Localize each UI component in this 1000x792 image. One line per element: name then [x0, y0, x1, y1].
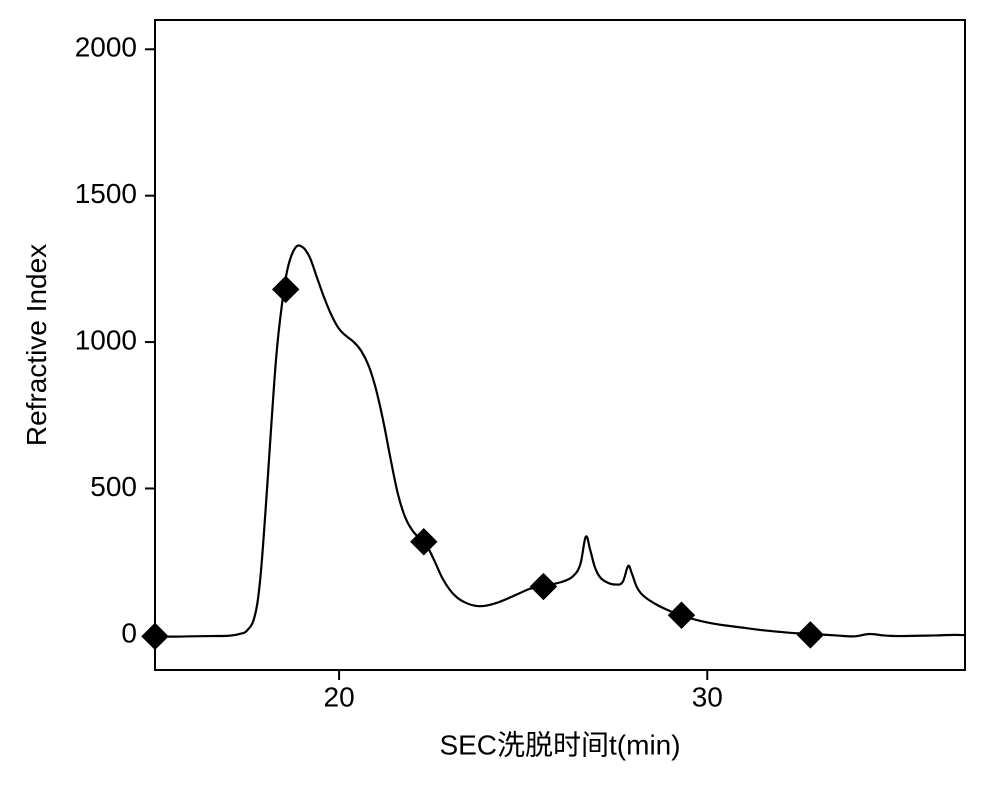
sec-chromatogram-chart: 0 500 1000 1500 2000 20 30 SEC洗脱时间t(min) Refract… [0, 0, 1000, 792]
chart-background [0, 0, 1000, 792]
x-tick-label: 30 [692, 682, 723, 713]
y-tick-label: 1000 [75, 324, 137, 355]
y-tick-label: 0 [121, 617, 137, 648]
y-tick-label: 2000 [75, 32, 137, 63]
chart-container: 0 500 1000 1500 2000 20 30 SEC洗脱时间t(min) Refract… [0, 0, 1000, 792]
y-tick-label: 1500 [75, 178, 137, 209]
x-tick-label: 20 [324, 682, 355, 713]
y-tick-label: 500 [90, 471, 137, 502]
y-axis-label: Refractive Index [21, 244, 52, 446]
x-axis-label: SEC洗脱时间t(min) [439, 730, 680, 761]
